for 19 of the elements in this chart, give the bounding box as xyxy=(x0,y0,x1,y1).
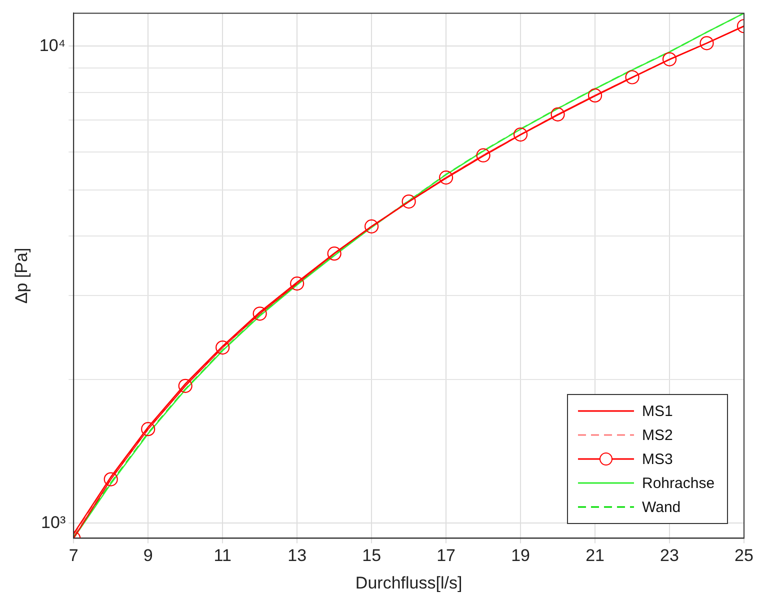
legend-label: MS1 xyxy=(642,402,673,420)
x-tick-label: 11 xyxy=(214,546,232,566)
y-axis-title: Δp [Pa] xyxy=(12,248,31,304)
x-tick-label: 19 xyxy=(511,546,530,566)
x-tick-label: 7 xyxy=(68,546,78,566)
x-tick-label: 17 xyxy=(436,546,456,566)
x-tick-label: 23 xyxy=(660,546,679,566)
x-tick-label: 9 xyxy=(143,546,153,566)
x-tick-label: 21 xyxy=(586,546,604,566)
y-tick-label: 10³ xyxy=(41,512,66,532)
x-axis-title: Durchfluss[l/s] xyxy=(355,573,462,592)
legend-label: Rohrachse xyxy=(642,474,715,492)
x-tick-label: 13 xyxy=(288,546,307,566)
legend-label: MS3 xyxy=(642,450,673,468)
x-tick-label: 15 xyxy=(362,546,382,566)
legend-label: MS2 xyxy=(642,426,673,444)
legend-label: Wand xyxy=(642,498,681,516)
x-tick-label: 25 xyxy=(734,546,754,566)
y-tick-label: 10⁴ xyxy=(39,36,66,55)
